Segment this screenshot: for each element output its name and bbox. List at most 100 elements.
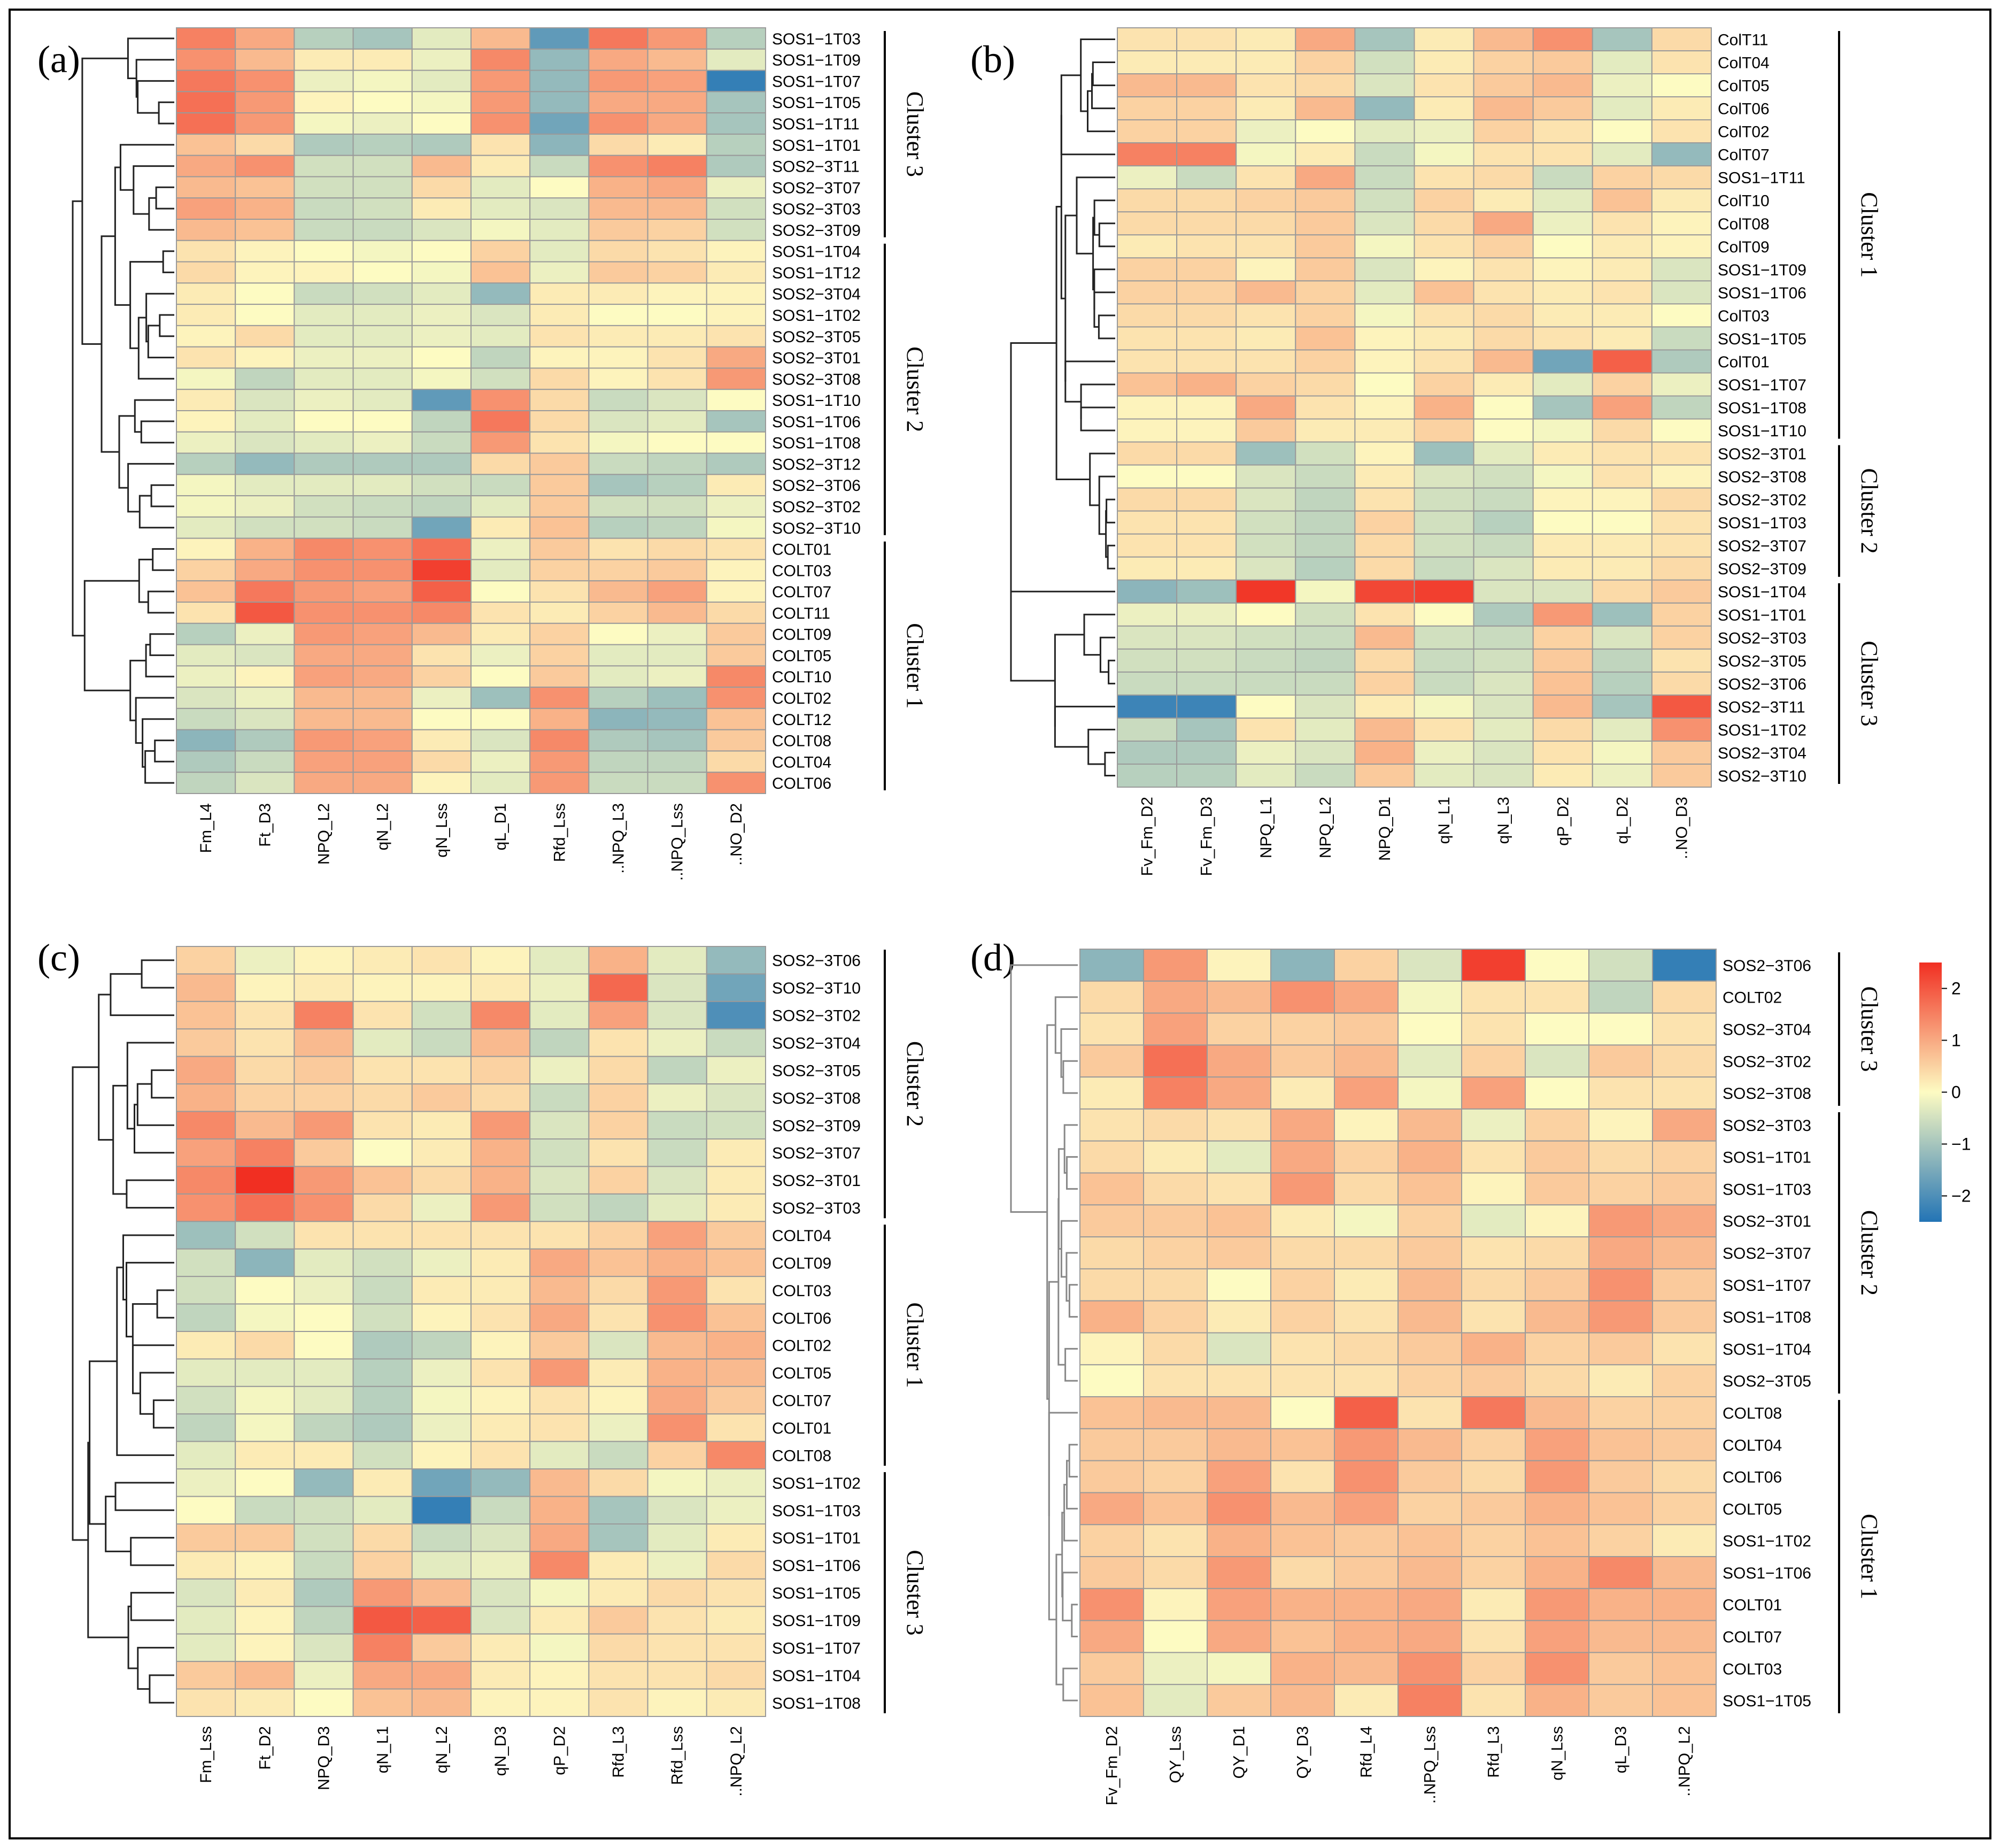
heatmap-cell bbox=[647, 1468, 707, 1497]
heatmap-cell bbox=[411, 1358, 472, 1387]
heatmap-cell bbox=[1235, 533, 1296, 558]
heatmap-cell bbox=[352, 707, 413, 730]
heatmap-cell bbox=[352, 1441, 413, 1470]
heatmap-cell bbox=[235, 1606, 295, 1635]
row-label: COLT07 bbox=[772, 1392, 831, 1410]
heatmap-cell bbox=[1592, 717, 1652, 742]
heatmap-cell bbox=[1651, 27, 1712, 52]
heatmap-cell bbox=[1651, 188, 1712, 213]
heatmap-cell bbox=[1207, 1300, 1271, 1334]
heatmap-cell bbox=[588, 1221, 648, 1250]
heatmap-cell bbox=[1079, 1108, 1144, 1142]
heatmap-cell bbox=[1117, 165, 1178, 190]
heatmap-cell bbox=[1652, 1076, 1717, 1110]
heatmap-cell bbox=[1473, 73, 1534, 98]
dendrogram-branch bbox=[72, 200, 85, 637]
heatmap-cell bbox=[529, 367, 590, 390]
heatmap-cell bbox=[588, 155, 648, 178]
panel-c: (c) SOS2−3T06 SOS2−3T10 SOS2−3T02 SOS2−3T04… bbox=[37, 936, 928, 1797]
heatmap-cell bbox=[294, 644, 354, 667]
heatmap-cell bbox=[647, 644, 707, 667]
heatmap-cell bbox=[1354, 349, 1415, 374]
row-label: COLT07 bbox=[772, 583, 831, 601]
row-label: SOS1−1T08 bbox=[1718, 399, 1806, 417]
heatmap-cell bbox=[1473, 303, 1534, 328]
heatmap-cell bbox=[529, 750, 590, 773]
heatmap-cell bbox=[1143, 1076, 1208, 1110]
heatmap-cell bbox=[1473, 257, 1534, 282]
row-label: SOS1−1T06 bbox=[772, 413, 861, 431]
heatmap-cell bbox=[647, 1056, 707, 1085]
heatmap-cell bbox=[529, 1303, 590, 1333]
heatmap-cell bbox=[1117, 579, 1178, 604]
heatmap-cell bbox=[1461, 1268, 1526, 1302]
heatmap-cell bbox=[1176, 326, 1237, 351]
heatmap-cell bbox=[1532, 694, 1593, 719]
heatmap-cell bbox=[1143, 1620, 1208, 1653]
heatmap-cell bbox=[470, 1688, 531, 1718]
panel-d-letter: (d) bbox=[970, 936, 1015, 979]
heatmap-cell bbox=[1235, 602, 1296, 627]
heatmap-cell bbox=[470, 1193, 531, 1222]
heatmap-cell bbox=[1414, 763, 1474, 788]
row-label: SOS1−1T07 bbox=[1718, 376, 1806, 394]
heatmap-cell bbox=[1652, 1524, 1717, 1558]
heatmap-cell bbox=[352, 973, 413, 1002]
heatmap-cell bbox=[1532, 763, 1593, 788]
heatmap-cell bbox=[647, 750, 707, 773]
heatmap-cell bbox=[706, 304, 767, 326]
heatmap-cell bbox=[411, 1496, 472, 1525]
heatmap-cell bbox=[294, 346, 354, 369]
column-label: NPQ_L2 bbox=[315, 803, 333, 865]
heatmap-cell bbox=[352, 367, 413, 390]
heatmap-cell bbox=[352, 602, 413, 624]
heatmap-cell bbox=[235, 537, 295, 560]
heatmap-cell bbox=[1143, 980, 1208, 1014]
heatmap-cell bbox=[235, 346, 295, 369]
heatmap-cell bbox=[706, 133, 767, 156]
heatmap-cell bbox=[411, 1221, 472, 1250]
heatmap-cell bbox=[1473, 280, 1534, 305]
heatmap-cell bbox=[647, 70, 707, 93]
heatmap-cell bbox=[1532, 602, 1593, 627]
heatmap-cell bbox=[706, 973, 767, 1002]
heatmap-cell bbox=[176, 1221, 236, 1250]
heatmap-cell bbox=[1397, 1428, 1462, 1461]
heatmap-cell bbox=[352, 155, 413, 178]
heatmap-cell bbox=[1592, 257, 1652, 282]
cluster-label: Cluster 1 bbox=[1856, 1514, 1882, 1599]
heatmap-cell bbox=[529, 1331, 590, 1360]
heatmap-cell bbox=[529, 1276, 590, 1305]
panel-b-cluster-brackets: Cluster 1 Cluster 2 Cluster 3 bbox=[1838, 31, 1882, 784]
heatmap-cell bbox=[1079, 1044, 1144, 1078]
heatmap-cell bbox=[352, 1358, 413, 1387]
heatmap-cell bbox=[1295, 556, 1356, 581]
heatmap-cell bbox=[588, 346, 648, 369]
row-label: ColT09 bbox=[1718, 238, 1770, 256]
heatmap-cell bbox=[529, 112, 590, 135]
heatmap-cell bbox=[235, 1221, 295, 1250]
heatmap-cell bbox=[352, 1111, 413, 1140]
heatmap-cell bbox=[1235, 740, 1296, 765]
heatmap-cell bbox=[470, 474, 531, 497]
row-label: ColT03 bbox=[1718, 307, 1770, 325]
heatmap-cell bbox=[352, 176, 413, 199]
row-label: ColT01 bbox=[1718, 353, 1770, 371]
heatmap-cell bbox=[1334, 1012, 1399, 1046]
heatmap-cell bbox=[1651, 418, 1712, 443]
heatmap-cell bbox=[294, 410, 354, 433]
column-label: ..NPQ_L3 bbox=[610, 803, 628, 874]
heatmap-cell bbox=[294, 240, 354, 263]
heatmap-cell bbox=[529, 602, 590, 624]
heatmap-cell bbox=[706, 1111, 767, 1140]
heatmap-cell bbox=[294, 537, 354, 560]
heatmap-cell bbox=[1270, 1076, 1335, 1110]
heatmap-cell bbox=[588, 516, 648, 539]
heatmap-cell bbox=[588, 1523, 648, 1552]
heatmap-cell bbox=[1592, 395, 1652, 420]
heatmap-cell bbox=[470, 1248, 531, 1277]
heatmap-cell bbox=[647, 1028, 707, 1057]
heatmap-cell bbox=[235, 27, 295, 50]
heatmap-cell bbox=[176, 1688, 236, 1718]
heatmap-cell bbox=[1235, 487, 1296, 512]
